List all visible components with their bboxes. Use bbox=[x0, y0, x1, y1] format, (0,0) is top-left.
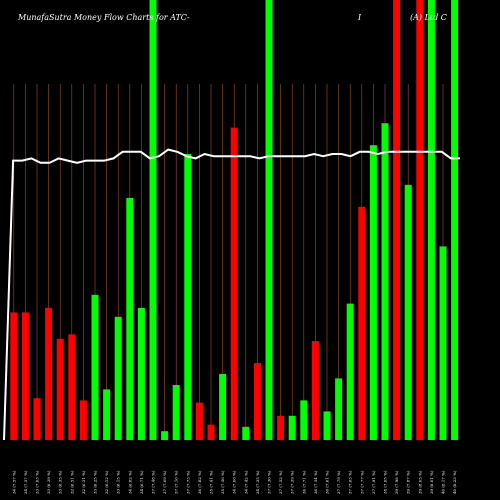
bar bbox=[149, 0, 157, 440]
x-tick-label: 33 (6.35 %) bbox=[58, 470, 63, 494]
x-tick-label: 32 (6.31 %) bbox=[81, 470, 86, 494]
bar bbox=[91, 294, 99, 440]
x-tick-label: 40 (8.17 %) bbox=[441, 470, 446, 494]
bar bbox=[265, 0, 273, 440]
x-tick-label: 34 (7.57 %) bbox=[11, 470, 16, 494]
bar bbox=[323, 411, 331, 440]
x-tick-label: 40 (8.23 %) bbox=[452, 470, 457, 494]
x-tick-label: 39 (8.01 %) bbox=[429, 470, 434, 494]
bar bbox=[56, 338, 64, 440]
x-tick-label: 37 (7.73 %) bbox=[185, 470, 190, 494]
bar bbox=[114, 316, 122, 440]
bar bbox=[346, 303, 354, 440]
x-tick-label: 36 (7.61 %) bbox=[325, 470, 330, 494]
x-tick-label: 39 (7.87 %) bbox=[406, 470, 411, 494]
bar bbox=[288, 415, 296, 440]
x-tick-label: 34 (7.06 %) bbox=[232, 470, 237, 494]
x-tick-label: 37 (7.39 %) bbox=[290, 470, 295, 494]
x-tick-label: 36 (7.54 %) bbox=[313, 470, 318, 494]
x-tick-label: 37 (7.91 %) bbox=[371, 470, 376, 494]
bar bbox=[126, 198, 134, 440]
x-tick-label: 35 (7.56 %) bbox=[220, 470, 225, 494]
x-tick-label: 37 (7.52 %) bbox=[278, 470, 283, 494]
chart-title-right: (A) Ltd C bbox=[410, 13, 447, 22]
flow-line bbox=[3, 148, 460, 441]
bar bbox=[300, 400, 308, 440]
x-tick-label: 33 (6.15 %) bbox=[116, 470, 121, 494]
bar bbox=[427, 0, 435, 440]
x-tick-label: 38 (7.65 %) bbox=[383, 470, 388, 494]
bar bbox=[68, 334, 76, 440]
x-tick-label: 34 (7.42 %) bbox=[243, 470, 248, 494]
x-tick-label: 32 (6.12 %) bbox=[104, 470, 109, 494]
x-tick-label: 39 (7.98 %) bbox=[394, 470, 399, 494]
x-tick-label: 37 (7.63 %) bbox=[348, 470, 353, 494]
x-tick-label: 34 (7.57 %) bbox=[23, 470, 28, 494]
bar bbox=[381, 123, 389, 440]
bar bbox=[10, 312, 18, 440]
x-tick-label: 34 (6.82 %) bbox=[127, 470, 132, 494]
flow-line-path bbox=[3, 148, 460, 441]
x-tick-label: 39 (8.05 %) bbox=[417, 470, 422, 494]
bar bbox=[358, 206, 366, 440]
bar bbox=[369, 145, 377, 440]
bar bbox=[21, 312, 29, 440]
bar bbox=[404, 184, 412, 440]
bar-series bbox=[10, 0, 459, 440]
x-tick-label: 35 (7.41 %) bbox=[209, 470, 214, 494]
bar bbox=[172, 385, 180, 440]
x-tick-label: 33 (6.39 %) bbox=[46, 470, 51, 494]
bar bbox=[242, 426, 250, 440]
bar bbox=[219, 374, 227, 440]
chart-title-left: MunafaSutra Money Flow Charts for ATC- bbox=[17, 13, 190, 22]
bar bbox=[230, 127, 238, 440]
bar bbox=[137, 308, 145, 440]
bar bbox=[416, 0, 424, 440]
x-tick-label: 37 (7.16 %) bbox=[174, 470, 179, 494]
x-tick-label: 36 (7.82 %) bbox=[197, 470, 202, 494]
x-tick-label: 37 (7.79 %) bbox=[336, 470, 341, 494]
x-tick-label: 34 (6.71 %) bbox=[139, 470, 144, 494]
x-tick-labels: 34 (7.57 %) 34 (7.57 %) 33 (7.03 %) 33 (6.3… bbox=[11, 470, 457, 494]
x-tick-label: 36 (7.71 %) bbox=[301, 470, 306, 494]
bar bbox=[79, 400, 87, 440]
bar bbox=[277, 415, 285, 440]
bar bbox=[335, 378, 343, 440]
bar bbox=[161, 431, 169, 440]
bar bbox=[33, 398, 41, 440]
x-tick-label: 32 (6.51 %) bbox=[69, 470, 74, 494]
x-tick-label: 37 (7.48 %) bbox=[151, 470, 156, 494]
chart-title-mid: I bbox=[357, 13, 362, 22]
bar bbox=[184, 154, 192, 440]
bar bbox=[439, 246, 447, 440]
bar bbox=[311, 341, 319, 440]
x-tick-label: 37 (7.77 %) bbox=[359, 470, 364, 494]
x-tick-label: 34 (7.35 %) bbox=[255, 470, 260, 494]
bar bbox=[207, 424, 215, 440]
x-tick-label: 37 (7.30 %) bbox=[267, 470, 272, 494]
bar bbox=[253, 363, 261, 440]
bar bbox=[393, 0, 401, 440]
x-tick-label: 33 (6.25 %) bbox=[93, 470, 98, 494]
bar bbox=[103, 389, 111, 440]
bar bbox=[195, 402, 203, 440]
x-tick-label: 37 (7.09 %) bbox=[162, 470, 167, 494]
x-tick-label: 33 (7.03 %) bbox=[35, 470, 40, 494]
bar bbox=[45, 308, 53, 440]
bar bbox=[451, 0, 459, 440]
